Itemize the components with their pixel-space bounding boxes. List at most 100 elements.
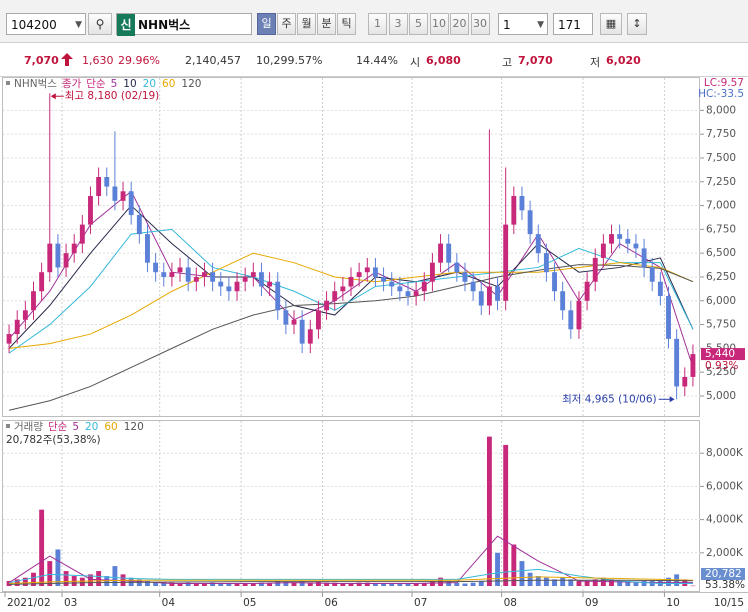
moving-average [9,576,693,585]
y-tick-label: 8,000K [706,447,744,459]
candle-body [340,286,346,292]
volume-bar [617,581,623,586]
candle-body [79,224,85,244]
toolbar-button[interactable]: 월 [297,13,316,35]
toolbar-button[interactable]: 분 [317,13,336,35]
price: 7,070 [24,54,59,67]
volume-bar [250,583,256,586]
volume-bar [609,579,614,586]
candle-body [324,300,330,311]
name-input[interactable]: 신 NHN벅스 [116,13,252,36]
candle-body [470,281,476,292]
volume-bar [226,583,232,586]
open-label: 시 [410,56,421,69]
candle-body [657,281,663,297]
candle-body [438,243,443,263]
legend-entry: 10 [123,78,136,90]
volume-bar [527,572,533,586]
toolbar-button[interactable]: 일 [257,13,276,35]
volume-bar [31,572,36,586]
volume-bar [495,552,500,586]
volume-bar [446,581,452,586]
toolbar-button[interactable]: 5 [409,13,428,35]
count-input[interactable]: 171 [553,13,593,35]
y-tick-label: 6,750 [706,223,736,235]
unit-input[interactable]: 1 ▼ [498,13,548,35]
toolbar-button[interactable]: 10 [429,13,449,35]
volume-bar [267,583,273,586]
volume-bar [185,582,191,586]
high-label: 고 [502,56,513,69]
volume-bar [202,583,207,586]
scale-button[interactable]: ↕ [627,13,647,35]
candle-body [397,286,403,292]
candle-body [625,238,631,244]
volume-bar [397,583,403,586]
change-label: 0.93% [705,360,738,372]
candle-body [88,196,93,225]
candle-body [543,253,549,273]
candle-body [275,281,281,311]
toolbar-button[interactable]: 1 [368,13,387,35]
toolbar-button[interactable]: 틱 [337,13,356,35]
volume-bar [315,581,321,586]
candle-body [527,210,533,235]
annotation-arrow-head [50,93,56,100]
search-button[interactable]: ⚲ [88,13,112,35]
candle-body [242,276,248,282]
toolbar-button[interactable]: 3 [388,13,408,35]
volume-bar [389,583,395,586]
code: 104200 [11,18,57,32]
candle-body [291,319,297,325]
code-input[interactable]: 104200 ▼ [6,13,86,35]
volume-bar [193,583,199,586]
toolbar-button[interactable]: 20 [450,13,469,35]
volume-bar [259,582,264,586]
moving-average [8,264,694,411]
volume-bar [332,582,338,586]
candle-body [153,262,159,273]
volume-bar [413,583,419,586]
toolbar-button[interactable]: 주 [277,13,296,35]
x-tick-label: 05 [243,597,256,609]
candle-body [210,272,216,282]
volume-bar [169,582,175,586]
legend-entry: 단순 [86,78,106,90]
candle-body [267,281,273,287]
low-annotation: 최저 4,965 (10/06) [562,393,657,405]
legend-entry: 20 [85,421,98,433]
volume-bar [421,583,427,586]
y-tick-label: 5,000 [706,390,736,402]
volume-bar [55,549,61,586]
y-tick-label: 2,000K [706,547,744,559]
info-bar: 7,070 1,630 29.96% 2,140,457 10,299.57% … [0,44,748,77]
y-tick-label: 7,250 [706,176,736,188]
legend-entry: 20 [143,78,156,90]
volume-bar [283,581,289,586]
candle-body [332,291,338,301]
candle-body [389,281,395,287]
y-tick-label: 5,250 [706,366,736,378]
x-tick-label: 08 [504,597,517,609]
dropdown-arrow: ▼ [75,20,82,30]
volume-bar [161,582,167,586]
candle-body [674,338,680,387]
chart-type-button[interactable]: ▦ [600,13,622,35]
volume-bar [568,579,574,586]
candle-body [169,272,175,277]
y-tick-label: 6,250 [706,271,736,283]
x-tick-label: 06 [325,597,339,609]
legend-entry: 종가 [62,78,82,90]
candle-body [283,310,289,325]
legend-icon [6,424,10,428]
moving-average [9,252,694,349]
volume-bar [112,566,118,586]
candle-body [454,262,460,273]
candle-body [47,243,53,273]
x-tick-label: 09 [585,597,598,609]
candle-body [120,191,126,201]
volume-bar [519,561,525,586]
toolbar-button[interactable]: 30 [470,13,490,35]
x-tick-label: 03 [64,597,77,609]
moving-average [9,579,693,585]
